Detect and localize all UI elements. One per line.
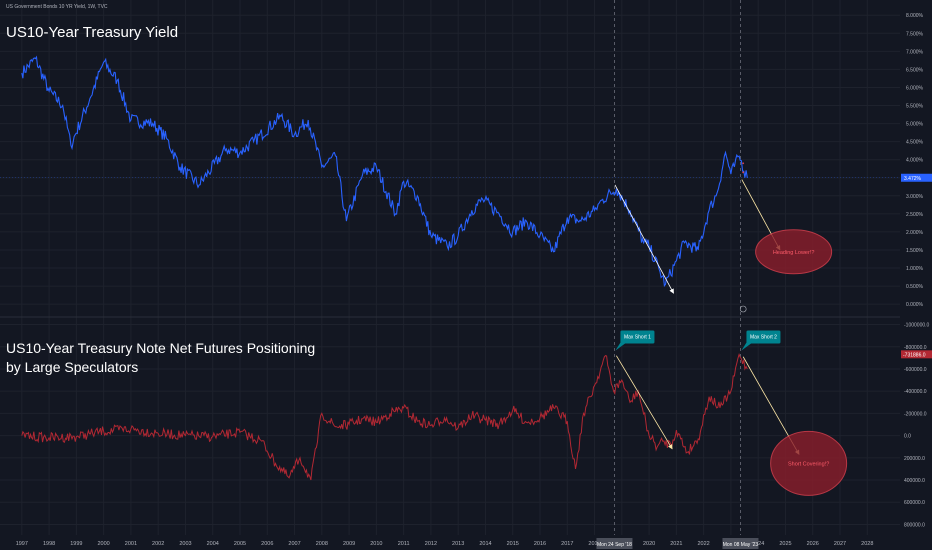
yield-y-tick-label: 5.500%	[906, 104, 924, 110]
x-tick-label: 2000	[98, 541, 110, 547]
x-tick-label: 1997	[16, 541, 28, 547]
callout-label: Max Short 1	[624, 335, 651, 341]
heading-lower-label: Heading Lower!?	[773, 250, 815, 256]
positioning-y-tick-label: -1000000.0	[904, 323, 930, 329]
crosshair-date-label: Mon 24 Sep '18	[597, 542, 632, 548]
positioning-y-tick-label: -400000.0	[904, 389, 927, 395]
x-tick-label: 2007	[288, 541, 300, 547]
positioning-chart-title-line2: by Large Speculators	[6, 359, 138, 375]
yield-y-tick-label: 6.500%	[906, 67, 924, 73]
x-tick-label: 1999	[70, 541, 82, 547]
positioning-series-line	[21, 353, 748, 481]
crosshair-label-bg	[722, 538, 759, 549]
x-tick-label: 2003	[179, 541, 191, 547]
x-tick-label: 2026	[807, 541, 819, 547]
yield-y-tick-label: 7.000%	[906, 49, 924, 55]
callout-box	[746, 330, 781, 344]
positioning-current-value-label: -731886.0	[903, 352, 926, 358]
yield-y-tick-label: 0.500%	[906, 284, 924, 290]
positioning-y-tick-label: 0.0	[904, 434, 911, 440]
positioning-y-tick-label: 400000.0	[904, 478, 925, 484]
x-tick-label: 2004	[207, 541, 219, 547]
yield-y-tick-label: 4.000%	[906, 158, 924, 164]
x-tick-label: 2012	[425, 541, 437, 547]
yield-y-tick-label: 2.000%	[906, 230, 924, 236]
yield-y-tick-label: 4.500%	[906, 140, 924, 146]
x-tick-label: 2022	[698, 541, 710, 547]
x-tick-label: 2001	[125, 541, 137, 547]
positioning-y-tick-label: 200000.0	[904, 456, 925, 462]
yield-y-tick-label: 8.000%	[906, 13, 924, 19]
positioning-trend-arrow	[616, 355, 673, 450]
x-tick-label: 2028	[861, 541, 873, 547]
x-tick-label: 1998	[43, 541, 55, 547]
yield-y-tick-label: 3.000%	[906, 194, 924, 200]
x-tick-label: 2017	[561, 541, 573, 547]
x-tick-label: 2005	[234, 541, 246, 547]
x-tick-label: 2016	[534, 541, 546, 547]
yield-y-tick-label: 1.000%	[906, 266, 924, 272]
yield-y-tick-label: 1.500%	[906, 248, 924, 254]
callout-label: Max Short 2	[750, 335, 777, 341]
yield-y-tick-label: 2.500%	[906, 212, 924, 218]
yield-y-tick-label: 0.000%	[906, 302, 924, 308]
x-tick-label: 2018	[588, 541, 600, 547]
positioning-y-tick-label: 800000.0	[904, 522, 925, 528]
yield-current-value-tag	[901, 173, 932, 182]
positioning-y-tick-label: 600000.0	[904, 500, 925, 506]
x-tick-label: 2002	[152, 541, 164, 547]
heading-lower-bubble	[755, 229, 833, 275]
crosshair-label-bg	[596, 538, 633, 549]
yield-chart-title: US10-Year Treasury Yield	[6, 24, 178, 41]
callout-pointer	[615, 342, 627, 351]
yield-y-tick-label: 5.000%	[906, 122, 924, 128]
positioning-y-tick-label: -800000.0	[904, 345, 927, 351]
x-tick-label: 2027	[834, 541, 846, 547]
callout-box	[620, 330, 655, 344]
max-short-1-callout: Max Short 1	[615, 330, 655, 351]
x-tick-label: 2010	[370, 541, 382, 547]
crosshair-date-label: Mon 08 May '23	[723, 542, 759, 548]
yield-y-tick-label: 6.000%	[906, 85, 924, 91]
callout-pointer	[741, 342, 753, 351]
yield-trend-arrow	[614, 184, 674, 294]
short-covering-label: Short Covering!?	[788, 461, 829, 467]
x-tick-label: 2009	[343, 541, 355, 547]
positioning-chart-title-line1: US10-Year Treasury Note Net Futures Posi…	[6, 340, 315, 356]
x-tick-label: 2006	[261, 541, 273, 547]
yield-y-tick-label: 7.500%	[906, 31, 924, 37]
x-tick-label: 2011	[398, 541, 410, 547]
source-label: US Government Bonds 10 YR Yield, 1W, TVC	[6, 4, 108, 10]
yield-current-value-label: 3.472%	[904, 176, 922, 182]
x-tick-label: 2008	[316, 541, 328, 547]
short-covering-bubble	[770, 430, 848, 496]
yield-signal-dot	[742, 171, 745, 174]
x-tick-label: 2014	[479, 541, 491, 547]
positioning-current-value-tag	[901, 350, 932, 359]
x-tick-label: 2015	[507, 541, 519, 547]
x-tick-label: 2020	[643, 541, 655, 547]
x-tick-label: 2021	[670, 541, 682, 547]
yield-signal-dot	[742, 162, 745, 165]
x-tick-label: 2013	[452, 541, 464, 547]
max-short-2-callout: Max Short 2	[741, 330, 781, 351]
target-circle-icon	[739, 305, 747, 313]
x-tick-label: 2025	[779, 541, 791, 547]
positioning-y-tick-label: -200000.0	[904, 411, 927, 417]
positioning-y-tick-label: -600000.0	[904, 367, 927, 373]
